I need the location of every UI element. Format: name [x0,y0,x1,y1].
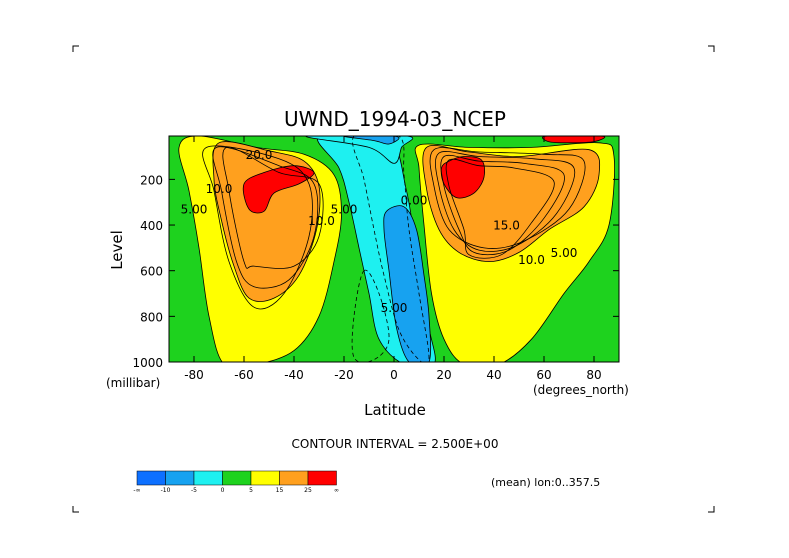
contour-label: 20.0 [246,148,273,162]
colorbar-label: -10 [161,487,171,494]
colorbar-label: 0 [221,487,225,494]
contour-line-dashed-1 [351,269,390,362]
colorbar-swatch [193,470,223,486]
x-tick-label: -20 [334,368,354,382]
x-tick-label: 60 [536,368,551,382]
plot-area: -80 -60 -40 -20 0 20 40 60 80 200 400 600 800 1000 20… [132,135,620,382]
x-tick-label: -80 [184,368,204,382]
y-tick-label: 200 [140,173,163,187]
region-south-jet-red [242,165,315,214]
contour-line-north-2 [440,154,565,256]
y-tick-label: 600 [140,265,163,279]
subset-note: (mean) lon:0..357.5 [491,476,600,489]
crop-marks [72,45,715,513]
contour-line-north-0 [429,147,586,249]
y-tick-label: 800 [140,310,163,324]
contour-line-south-2 [222,146,324,269]
contour-label: 15.0 [493,219,520,233]
contour-label: 5.00 [381,301,408,315]
contour-line-south-0 [202,145,313,310]
x-tick-label: -40 [284,368,304,382]
y-tick-label: 400 [140,219,163,233]
colorbar-swatch [136,470,166,486]
contour-label: 10.0 [206,182,233,196]
chart-title: UWND_1994-03_NCEP [284,107,506,131]
contour-line-dashed-0 [352,136,430,362]
y-tick-label: 1000 [132,356,163,370]
contour-label: 10.0 [518,253,545,267]
region-negative-blue [383,205,432,362]
colorbar-label: 15 [276,487,284,494]
colorbar-label: 25 [304,487,312,494]
y-axis-label: Level [108,230,126,270]
region-upper-blue [343,136,400,145]
colorbar-swatch [307,470,337,486]
colorbar-swatch [250,470,280,486]
contour-label: 0.00 [401,193,428,207]
contour-label: 5.00 [331,203,358,217]
region-polar-red [542,136,606,144]
colorbar: -∞ -10 -5 0 5 15 25 ∞ [133,470,339,494]
contour-label: 5.00 [181,203,208,217]
x-tick-label: 0 [390,368,398,382]
colorbar-swatch [222,470,252,486]
contour-line-south-1 [212,146,319,289]
colorbar-swatch [279,470,309,486]
colorbar-label: ∞ [334,487,339,494]
colorbar-swatch [165,470,195,486]
x-axis-label: Latitude [364,401,426,419]
x-tick-label: -60 [234,368,254,382]
y-axis-units: (millibar) [106,376,160,390]
contour-interval-note: CONTOUR INTERVAL = 2.500E+00 [292,437,499,451]
contour-line-north-1 [434,151,576,252]
colorbar-label: -5 [191,487,197,494]
contour-label: 10.0 [308,214,335,228]
x-tick-label: 20 [436,368,451,382]
x-tick-label: 40 [486,368,501,382]
contour-line-north-3 [445,158,555,259]
colorbar-label: -∞ [133,487,140,494]
x-tick-label: 80 [586,368,601,382]
x-axis-units: (degrees_north) [533,383,629,397]
contour-label: 5.00 [551,246,578,260]
colorbar-label: 5 [249,487,253,494]
